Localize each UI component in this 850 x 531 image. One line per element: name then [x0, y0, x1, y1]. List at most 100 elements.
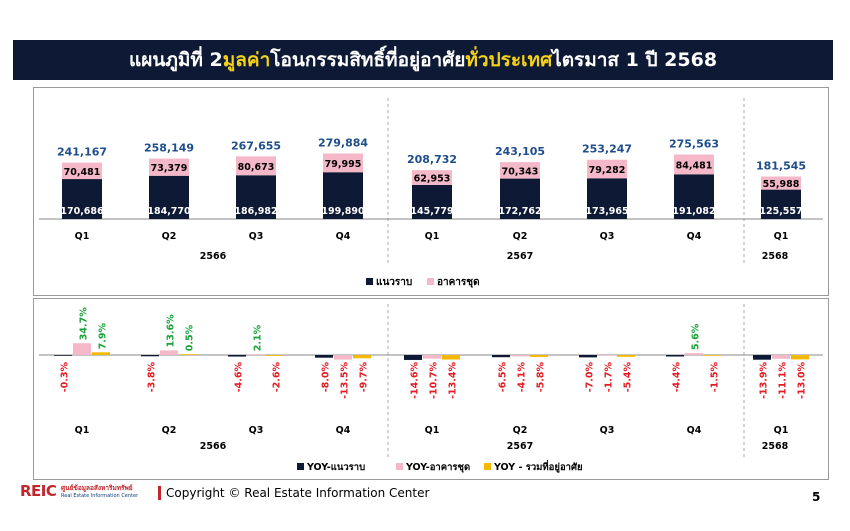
reic-logo: REIC ศูนย์ข้อมูลอสังหาริมทรัพย์ Real Est… — [20, 482, 160, 504]
logo-subtitle-english: Real Estate Information Center — [61, 493, 139, 499]
yoy-bar — [530, 355, 548, 357]
title-part-1: แผนภูมิที่ 2 — [128, 49, 223, 71]
bar-lowrise — [149, 175, 189, 219]
label-lowrise: 186,982 — [234, 206, 277, 217]
label-lowrise: 184,770 — [147, 206, 191, 217]
copyright-text: Copyright © Real Estate Information Cent… — [166, 486, 430, 500]
legend-label-yoy: YOY-แนวราบ — [306, 462, 365, 473]
label-condo: 84,481 — [676, 160, 713, 171]
legend-label-lowrise: แนวราบ — [376, 277, 412, 288]
label-lowrise: 145,779 — [410, 206, 453, 217]
stacked-value-chart: 170,686 70,481 241,167 Q1 184,770 73,379 258,1… — [39, 98, 823, 288]
yoy-value-label: -9.7% — [359, 362, 370, 393]
tick-label-quarter: Q3 — [249, 425, 264, 436]
tick-label-year: 2567 — [507, 251, 533, 262]
bar-lowrise — [62, 179, 102, 219]
yoy-value-label: -11.1% — [778, 362, 789, 399]
yoy-bar — [404, 355, 422, 360]
yoy-bar — [666, 355, 684, 357]
yoy-bar — [92, 352, 110, 355]
bar-condo — [412, 170, 452, 185]
tick-label-quarter: Q3 — [600, 425, 615, 436]
bar-lowrise — [323, 172, 363, 219]
value-chart-panel: 170,686 70,481 241,167 Q1 184,770 73,379 258,1… — [33, 87, 829, 296]
bar-lowrise — [761, 189, 801, 219]
tick-label-quarter: Q4 — [336, 231, 351, 242]
label-condo: 55,988 — [763, 179, 800, 190]
label-total: 275,563 — [669, 138, 719, 151]
yoy-bar — [579, 355, 597, 358]
yoy-value-label: 7.9% — [98, 322, 109, 349]
bar-condo — [62, 162, 102, 180]
label-lowrise: 170,686 — [60, 206, 104, 217]
legend-label-condo: อาคารชุด — [437, 277, 480, 288]
yoy-chart-panel: -0.3% 34.7% 7.9% Q1 -3.8% 13.6% 0.5% Q2 -4.6% 2.1… — [33, 298, 829, 480]
yoy-value-label: -1.5% — [710, 362, 721, 393]
label-condo: 80,673 — [238, 162, 275, 173]
yoy-bar — [685, 353, 703, 355]
yoy-bar — [54, 355, 72, 356]
bar-lowrise — [500, 178, 540, 219]
yoy-bar — [492, 355, 510, 358]
bar-condo — [587, 159, 627, 179]
tick-label-quarter: Q1 — [774, 231, 789, 242]
title-highlight-nationwide: ทั่วประเทศ — [465, 49, 553, 71]
footer-divider — [158, 486, 161, 500]
yoy-value-label: -3.8% — [147, 362, 158, 393]
yoy-change-chart: -0.3% 34.7% 7.9% Q1 -3.8% 13.6% 0.5% Q2 -4.6% 2.1… — [39, 304, 823, 474]
yoy-bar — [247, 354, 265, 355]
tick-label-quarter: Q1 — [425, 231, 440, 242]
bar-lowrise — [236, 175, 276, 219]
yoy-value-label: -1.7% — [604, 362, 615, 393]
page-number: 5 — [812, 490, 821, 504]
label-total: 267,655 — [231, 139, 281, 152]
title-part-2: โอนกรรมสิทธิ์ที่อยู่อาศัย — [270, 49, 466, 71]
label-lowrise: 199,890 — [321, 206, 365, 217]
tick-label-quarter: Q1 — [75, 425, 90, 436]
bar-condo — [149, 158, 189, 176]
label-condo: 73,379 — [151, 163, 188, 174]
bar-condo — [236, 156, 276, 176]
yoy-value-label: -5.8% — [536, 362, 547, 393]
label-condo: 70,481 — [64, 167, 101, 178]
yoy-bar — [334, 355, 352, 360]
tick-label-year: 2566 — [200, 441, 227, 452]
yoy-value-label: -4.1% — [517, 362, 528, 393]
label-condo: 70,343 — [502, 166, 539, 177]
yoy-bar — [598, 355, 616, 356]
tick-label-quarter: Q3 — [249, 231, 264, 242]
bar-lowrise — [412, 184, 452, 219]
tick-label-year: 2568 — [762, 441, 789, 452]
bar-lowrise — [674, 174, 714, 219]
label-total: 258,149 — [144, 142, 194, 155]
tick-label-quarter: Q4 — [687, 425, 702, 436]
yoy-bar — [791, 355, 809, 360]
legend-swatch-yoy — [396, 463, 403, 470]
yoy-value-label: 0.5% — [185, 324, 196, 351]
label-lowrise: 191,082 — [672, 206, 715, 217]
label-total: 279,884 — [318, 137, 368, 150]
yoy-value-label: -13.0% — [797, 362, 808, 399]
yoy-bar — [353, 355, 371, 359]
tick-label-quarter: Q4 — [687, 231, 702, 242]
label-lowrise: 172,762 — [498, 206, 541, 217]
label-lowrise: 125,557 — [759, 206, 802, 217]
yoy-bar — [228, 355, 246, 357]
tick-label-quarter: Q2 — [162, 231, 177, 242]
bar-condo — [500, 162, 540, 179]
yoy-bar — [704, 355, 722, 356]
tick-label-quarter: Q2 — [162, 425, 177, 436]
legend-swatch-yoy — [484, 463, 491, 470]
yoy-value-label: -14.6% — [410, 362, 421, 399]
yoy-bar — [511, 355, 529, 357]
yoy-value-label: 5.6% — [691, 323, 702, 350]
bar-condo — [761, 176, 801, 190]
legend-label-yoy: YOY-อาคารชุด — [405, 462, 470, 473]
yoy-value-label: -13.4% — [448, 362, 459, 399]
label-total: 243,105 — [495, 145, 545, 158]
label-total: 241,167 — [57, 146, 107, 159]
yoy-value-label: -7.0% — [585, 362, 596, 393]
tick-label-quarter: Q4 — [336, 425, 351, 436]
tick-label-quarter: Q2 — [513, 231, 528, 242]
tick-label-quarter: Q1 — [425, 425, 440, 436]
